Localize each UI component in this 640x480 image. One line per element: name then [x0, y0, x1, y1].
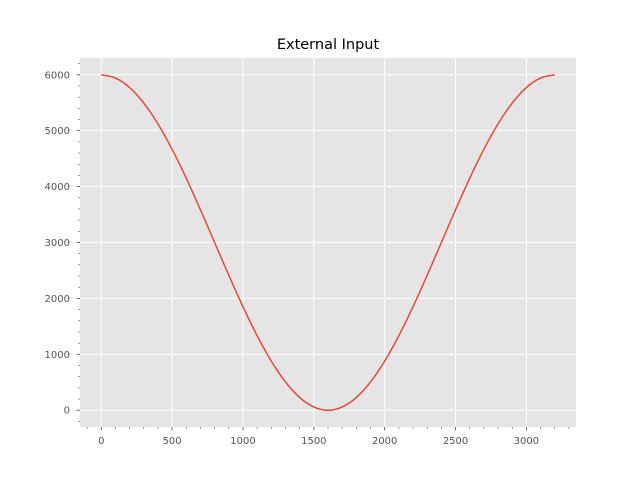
y-tick-label: 4000 [45, 182, 70, 193]
y-tick-label: 0 [64, 406, 70, 417]
y-tick-label: 3000 [45, 238, 70, 249]
x-tick-label: 500 [163, 436, 182, 447]
x-tick-label: 0 [98, 436, 104, 447]
y-tick-label: 1000 [45, 350, 70, 361]
y-tick-label: 6000 [45, 70, 70, 81]
axis-ticks: 0 500 1000 1500 2000 2500 3000 0 1000 2000 3000 400… [45, 63, 570, 447]
chart-title: External Input [277, 37, 380, 53]
x-tick-label: 2000 [372, 436, 397, 447]
x-tick-label: 1500 [301, 436, 326, 447]
x-tick-label: 3000 [514, 436, 539, 447]
grid-lines [80, 58, 576, 427]
series-layer [101, 74, 555, 411]
y-tick-label: 5000 [45, 126, 70, 137]
series-line-0 [101, 74, 555, 411]
x-tick-label: 1000 [230, 436, 255, 447]
x-tick-label: 2500 [443, 436, 468, 447]
y-tick-label: 2000 [45, 294, 70, 305]
